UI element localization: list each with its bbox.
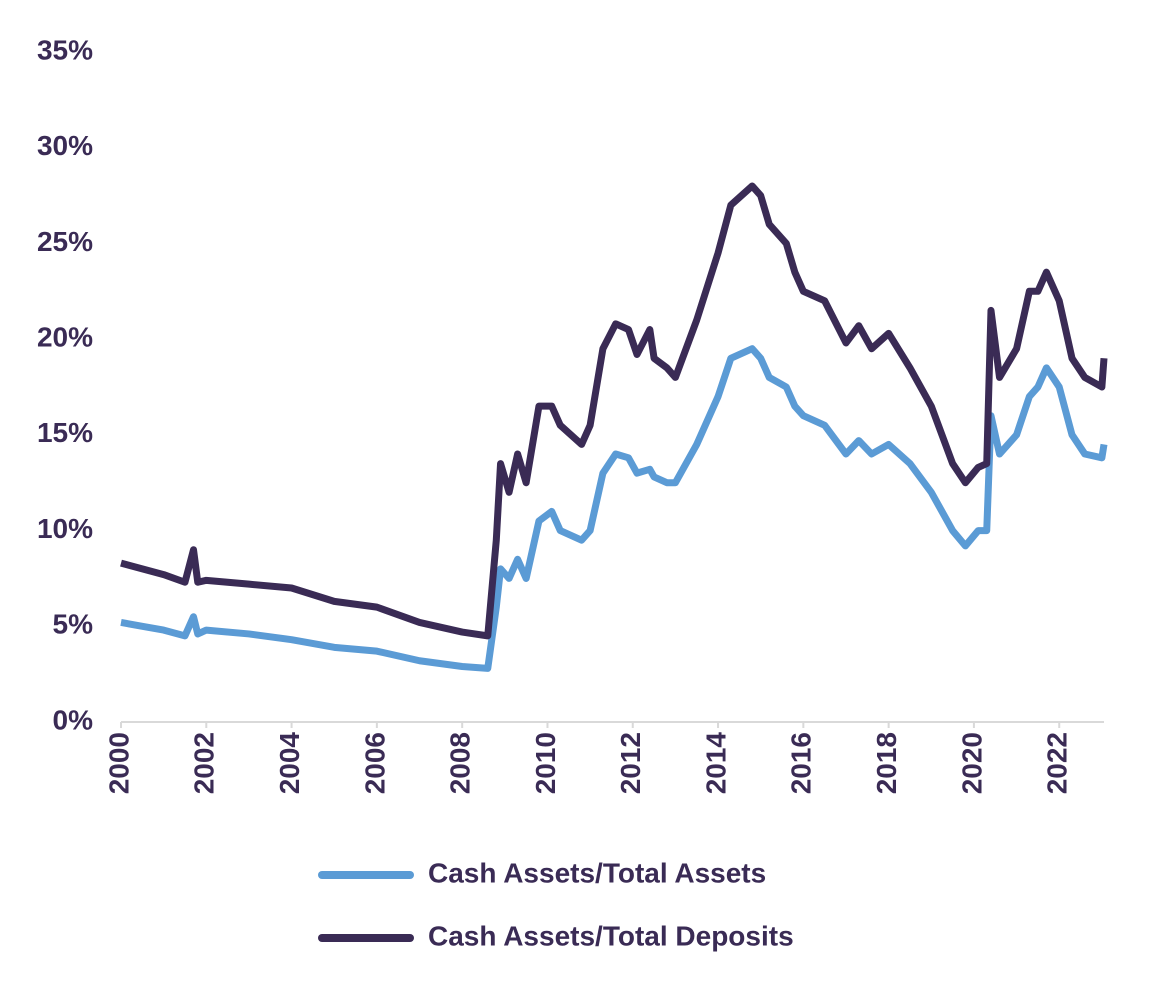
y-tick-label: 15%	[37, 417, 93, 448]
y-tick-label: 35%	[37, 34, 93, 65]
y-tick-label: 25%	[37, 226, 93, 257]
x-tick-label: 2010	[530, 732, 561, 794]
x-tick-label: 2004	[274, 732, 305, 795]
y-tick-label: 5%	[53, 609, 94, 640]
x-tick-label: 2016	[786, 732, 817, 794]
x-tick-label: 2014	[700, 732, 731, 795]
x-tick-label: 2022	[1042, 732, 1073, 794]
series-line	[120, 345, 1108, 672]
y-tick-label: 20%	[37, 322, 93, 353]
legend-label: Cash Assets/Total Assets	[428, 857, 766, 888]
x-tick-label: 2018	[871, 732, 902, 794]
x-tick-label: 2000	[103, 732, 134, 794]
legend-label: Cash Assets/Total Deposits	[428, 920, 794, 951]
series-line	[120, 182, 1108, 640]
x-tick-label: 2012	[615, 732, 646, 794]
x-tick-label: 2006	[359, 732, 390, 794]
x-tick-label: 2020	[956, 732, 987, 794]
y-tick-label: 30%	[37, 130, 93, 161]
x-tick-label: 2002	[189, 732, 220, 794]
x-tick-label: 2008	[445, 732, 476, 794]
y-tick-label: 0%	[53, 704, 94, 735]
y-tick-label: 10%	[37, 513, 93, 544]
